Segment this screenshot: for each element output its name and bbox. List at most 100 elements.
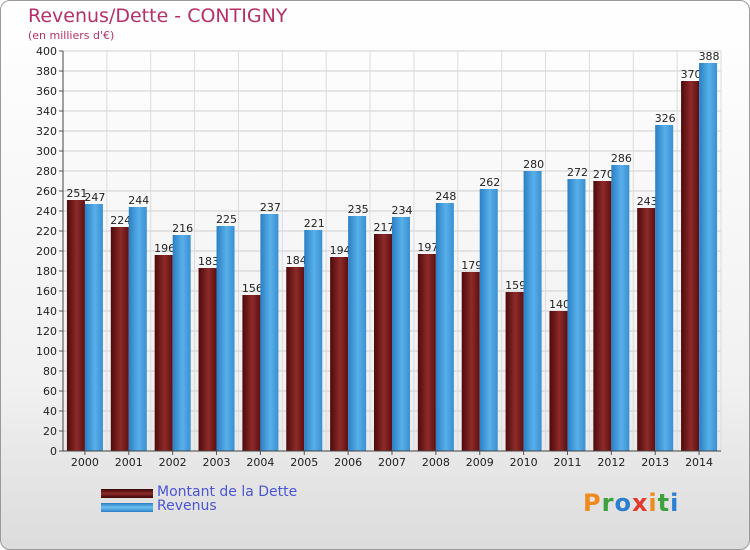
- value-label-debt: 184: [286, 254, 307, 267]
- x-tick-label: 2004: [246, 456, 274, 469]
- y-tick-label: 300: [36, 145, 57, 158]
- legend-label-revenus: Revenus: [157, 498, 217, 514]
- bar-debt: [66, 200, 85, 451]
- legend-item-revenus: Revenus: [101, 498, 401, 515]
- value-label-revenus: 225: [216, 213, 237, 226]
- y-tick-label: 400: [36, 45, 57, 58]
- bar-debt: [637, 208, 656, 451]
- bar-revenus: [172, 235, 191, 451]
- bar-debt: [286, 267, 305, 451]
- bar-revenus: [348, 216, 367, 451]
- bar-revenus: [699, 63, 718, 451]
- value-label-debt: 243: [637, 195, 658, 208]
- x-tick-label: 2001: [115, 456, 143, 469]
- logo-letter: i: [670, 489, 680, 517]
- logo-letter: r: [601, 489, 615, 517]
- value-label-revenus: 237: [260, 201, 281, 214]
- legend-swatch-debt: [101, 489, 153, 498]
- bar-debt: [110, 227, 129, 451]
- y-tick-label: 280: [36, 165, 57, 178]
- y-tick-label: 20: [43, 425, 57, 438]
- bar-debt: [593, 181, 612, 451]
- y-tick-label: 80: [43, 365, 57, 378]
- y-tick-label: 180: [36, 265, 57, 278]
- x-tick-label: 2000: [71, 456, 99, 469]
- y-tick-label: 160: [36, 285, 57, 298]
- value-label-revenus: 234: [392, 204, 413, 217]
- x-tick-label: 2011: [553, 456, 581, 469]
- logo-letter: P: [583, 489, 602, 517]
- x-tick-label: 2010: [510, 456, 538, 469]
- value-label-revenus: 216: [172, 222, 193, 235]
- x-tick-label: 2006: [334, 456, 362, 469]
- y-tick-label: 320: [36, 125, 57, 138]
- value-label-debt: 251: [66, 187, 87, 200]
- bar-revenus: [128, 207, 147, 451]
- y-tick-label: 0: [50, 445, 57, 458]
- y-tick-label: 260: [36, 185, 57, 198]
- bar-revenus: [435, 203, 454, 451]
- value-label-debt: 370: [681, 68, 702, 81]
- y-tick-label: 40: [43, 405, 57, 418]
- y-tick-label: 360: [36, 85, 57, 98]
- x-tick-label: 2005: [290, 456, 318, 469]
- bar-debt: [242, 295, 261, 451]
- x-tick-label: 2007: [378, 456, 406, 469]
- value-label-debt: 179: [461, 259, 482, 272]
- value-label-debt: 183: [198, 255, 219, 268]
- value-label-revenus: 326: [655, 112, 676, 125]
- chart-title: Revenus/Dette - CONTIGNY: [28, 5, 288, 27]
- bar-debt: [330, 257, 349, 451]
- value-label-debt: 197: [417, 241, 438, 254]
- y-tick-label: 60: [43, 385, 57, 398]
- value-label-debt: 217: [374, 221, 395, 234]
- value-label-debt: 159: [505, 279, 526, 292]
- bar-debt: [461, 272, 480, 451]
- bar-revenus: [523, 171, 542, 451]
- logo-letter: x: [631, 489, 649, 517]
- bar-debt: [549, 311, 568, 451]
- bar-revenus: [392, 217, 410, 451]
- y-tick-label: 100: [36, 345, 57, 358]
- value-label-debt: 224: [110, 214, 131, 227]
- bar-debt: [198, 268, 217, 451]
- value-label-debt: 156: [242, 282, 263, 295]
- y-tick-label: 220: [36, 225, 57, 238]
- y-tick-label: 200: [36, 245, 57, 258]
- y-tick-label: 340: [36, 105, 57, 118]
- x-tick-label: 2013: [641, 456, 669, 469]
- bar-revenus: [567, 179, 586, 451]
- legend-label-debt: Montant de la Dette: [157, 484, 298, 500]
- bar-revenus: [611, 165, 630, 451]
- y-tick-label: 140: [36, 305, 57, 318]
- logo-letter: i: [648, 489, 658, 517]
- value-label-revenus: 221: [304, 217, 325, 230]
- y-tick-label: 380: [36, 65, 57, 78]
- x-tick-label: 2003: [203, 456, 231, 469]
- x-tick-label: 2008: [422, 456, 450, 469]
- bar-revenus: [216, 226, 235, 451]
- bar-debt: [681, 81, 700, 451]
- value-label-revenus: 262: [479, 176, 500, 189]
- value-label-revenus: 388: [699, 50, 720, 63]
- value-label-revenus: 248: [435, 190, 456, 203]
- logo-letter: t: [657, 489, 671, 517]
- y-tick-label: 120: [36, 325, 57, 338]
- value-label-revenus: 280: [523, 158, 544, 171]
- bar-revenus: [655, 125, 674, 451]
- x-tick-label: 2002: [159, 456, 187, 469]
- bar-revenus: [260, 214, 279, 451]
- proxiti-logo: Proxiti: [583, 489, 679, 517]
- bar-revenus: [84, 204, 103, 451]
- value-label-debt: 196: [154, 242, 175, 255]
- bar-debt: [154, 255, 173, 451]
- value-label-revenus: 272: [567, 166, 588, 179]
- value-label-debt: 140: [549, 298, 570, 311]
- bar-debt: [374, 234, 392, 451]
- value-label-revenus: 244: [128, 194, 149, 207]
- bar-revenus: [304, 230, 323, 451]
- bar-revenus: [479, 189, 498, 451]
